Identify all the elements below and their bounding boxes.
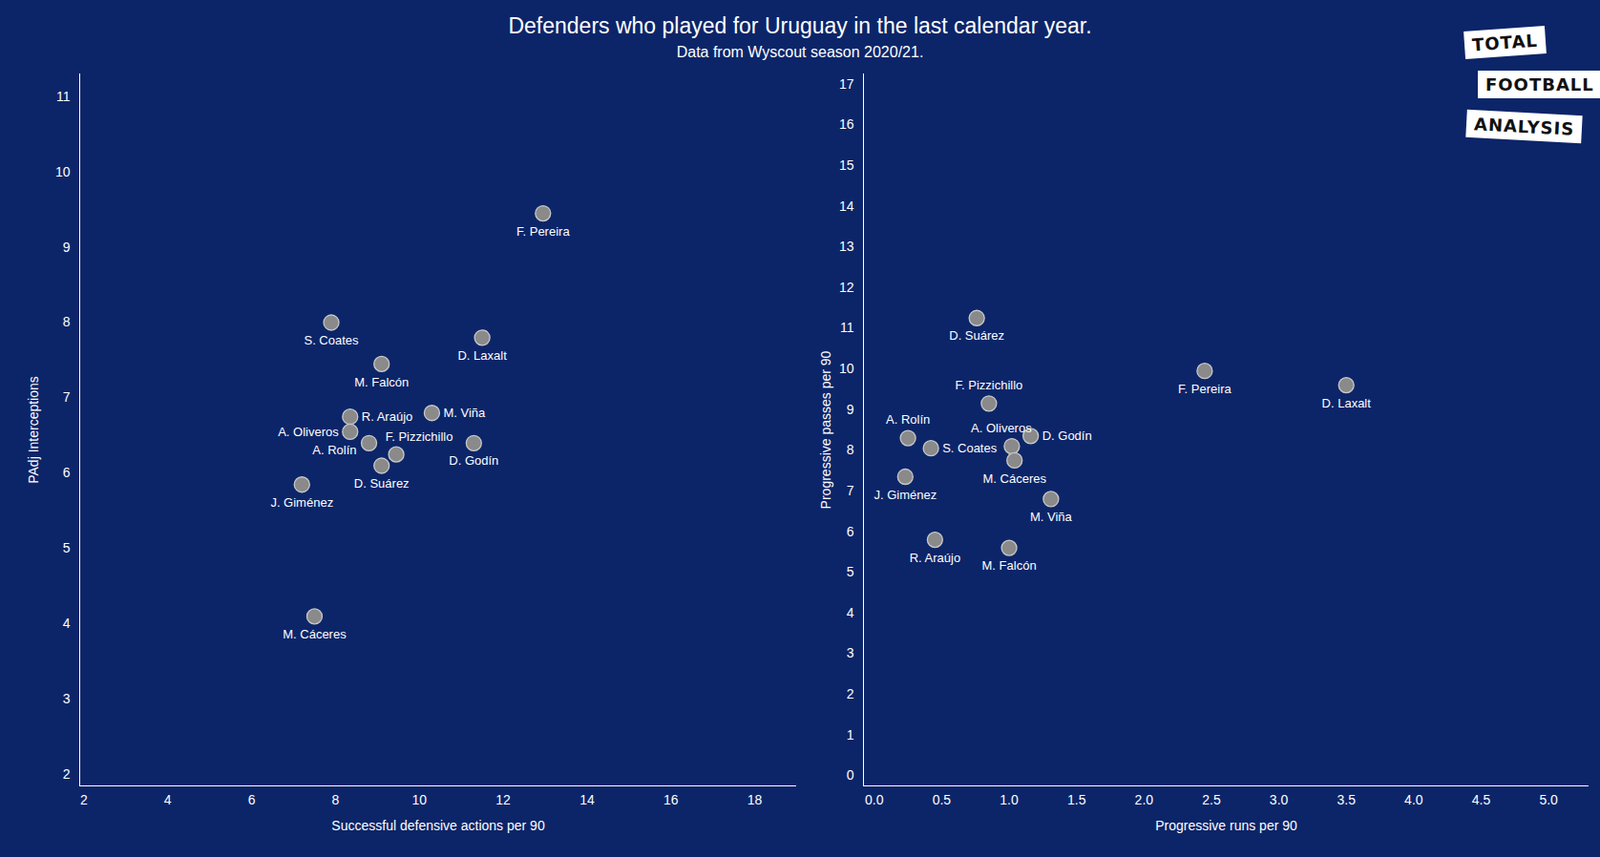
svg-text:F. Pereira: F. Pereira [1178, 381, 1232, 397]
svg-text:14: 14 [839, 198, 855, 214]
svg-text:2: 2 [846, 686, 855, 702]
svg-text:10: 10 [55, 164, 71, 180]
svg-text:F. Pizzichillo: F. Pizzichillo [954, 378, 1023, 393]
svg-text:9: 9 [63, 239, 71, 255]
html-text:Data from Wyscout season 2020/: Data from Wyscout season 2020/21. [676, 43, 924, 61]
svg-text:J. Giménez: J. Giménez [270, 495, 334, 510]
svg-text:4.0: 4.0 [1404, 792, 1424, 808]
html-text:FOOTBALL: FOOTBALL [1485, 74, 1595, 95]
svg-text:15: 15 [839, 157, 855, 173]
svg-text:Progressive runs per 90: Progressive runs per 90 [1155, 818, 1298, 834]
svg-text:6: 6 [846, 524, 855, 540]
svg-text:0.5: 0.5 [932, 792, 952, 808]
svg-text:R. Araújo: R. Araújo [909, 550, 961, 566]
svg-text:18: 18 [747, 792, 763, 808]
svg-text:8: 8 [332, 792, 340, 808]
svg-text:14: 14 [579, 792, 595, 808]
svg-text:7: 7 [846, 483, 855, 499]
svg-text:3.5: 3.5 [1336, 792, 1356, 808]
svg-text:1: 1 [846, 727, 855, 743]
svg-text:D. Suárez: D. Suárez [948, 328, 1005, 343]
svg-text:S. Coates: S. Coates [942, 441, 998, 456]
svg-text:D. Laxalt: D. Laxalt [1322, 396, 1372, 411]
svg-text:J. Giménez: J. Giménez [873, 487, 937, 503]
svg-text:7: 7 [63, 389, 71, 405]
html-text:Defenders who played for Urugu: Defenders who played for Uruguay in the … [508, 13, 1092, 39]
svg-text:A. Oliveros: A. Oliveros [970, 421, 1032, 436]
svg-text:A. Oliveros: A. Oliveros [277, 424, 339, 440]
svg-text:M. Viña: M. Viña [1030, 509, 1074, 525]
svg-text:M. Cáceres: M. Cáceres [282, 627, 347, 642]
svg-text:4.5: 4.5 [1472, 792, 1492, 808]
svg-text:10: 10 [839, 360, 855, 377]
svg-text:1.0: 1.0 [999, 792, 1019, 808]
svg-text:3: 3 [846, 645, 855, 661]
svg-text:Progressive passes per 90: Progressive passes per 90 [818, 350, 834, 509]
svg-text:6: 6 [63, 464, 71, 481]
svg-text:2: 2 [63, 766, 71, 782]
svg-text:3: 3 [63, 691, 71, 707]
svg-text:D. Suárez: D. Suárez [354, 476, 410, 491]
svg-text:2.5: 2.5 [1201, 792, 1222, 808]
svg-text:5.0: 5.0 [1538, 792, 1558, 808]
svg-text:5: 5 [63, 540, 71, 556]
svg-text:10: 10 [411, 792, 427, 808]
svg-text:11: 11 [840, 319, 855, 336]
svg-text:12: 12 [495, 792, 511, 808]
svg-text:2: 2 [80, 792, 88, 808]
svg-text:12: 12 [839, 279, 855, 295]
svg-text:6: 6 [248, 792, 256, 808]
html-text:TOTAL: TOTAL [1471, 30, 1539, 55]
svg-text:D. Godín: D. Godín [448, 453, 499, 468]
svg-text:17: 17 [839, 76, 855, 92]
svg-text:F. Pereira: F. Pereira [516, 224, 570, 239]
svg-text:0: 0 [846, 767, 855, 783]
svg-text:PAdj Interceptions: PAdj Interceptions [25, 376, 42, 485]
svg-text:0.0: 0.0 [864, 792, 885, 808]
svg-text:F. Pizzichillo: F. Pizzichillo [385, 429, 454, 444]
svg-text:M. Viña: M. Viña [442, 405, 486, 421]
svg-text:2.0: 2.0 [1135, 792, 1155, 808]
svg-text:9: 9 [846, 401, 855, 418]
svg-text:R. Araújo: R. Araújo [361, 409, 413, 424]
svg-text:16: 16 [663, 792, 679, 808]
svg-text:8: 8 [846, 442, 855, 458]
svg-text:M. Falcón: M. Falcón [982, 558, 1037, 573]
svg-text:D. Laxalt: D. Laxalt [457, 348, 507, 363]
html-text:ANALYSIS: ANALYSIS [1473, 113, 1575, 140]
svg-text:Successful defensive actions p: Successful defensive actions per 90 [331, 818, 546, 834]
svg-text:4: 4 [63, 615, 71, 632]
svg-text:4: 4 [846, 605, 855, 621]
svg-text:A. Rolín: A. Rolín [885, 412, 930, 427]
svg-text:1.5: 1.5 [1067, 792, 1087, 808]
svg-text:4: 4 [164, 792, 172, 808]
svg-text:D. Godín: D. Godín [1042, 428, 1093, 443]
svg-text:M. Cáceres: M. Cáceres [982, 471, 1047, 486]
svg-text:13: 13 [839, 238, 855, 254]
svg-text:S. Coates: S. Coates [303, 333, 359, 348]
svg-text:3.0: 3.0 [1269, 792, 1289, 808]
svg-text:8: 8 [63, 314, 71, 330]
svg-text:A. Rolín: A. Rolín [312, 442, 357, 458]
svg-text:11: 11 [56, 88, 71, 105]
svg-text:M. Falcón: M. Falcón [354, 375, 409, 390]
svg-text:5: 5 [846, 564, 855, 580]
svg-text:16: 16 [839, 116, 855, 132]
